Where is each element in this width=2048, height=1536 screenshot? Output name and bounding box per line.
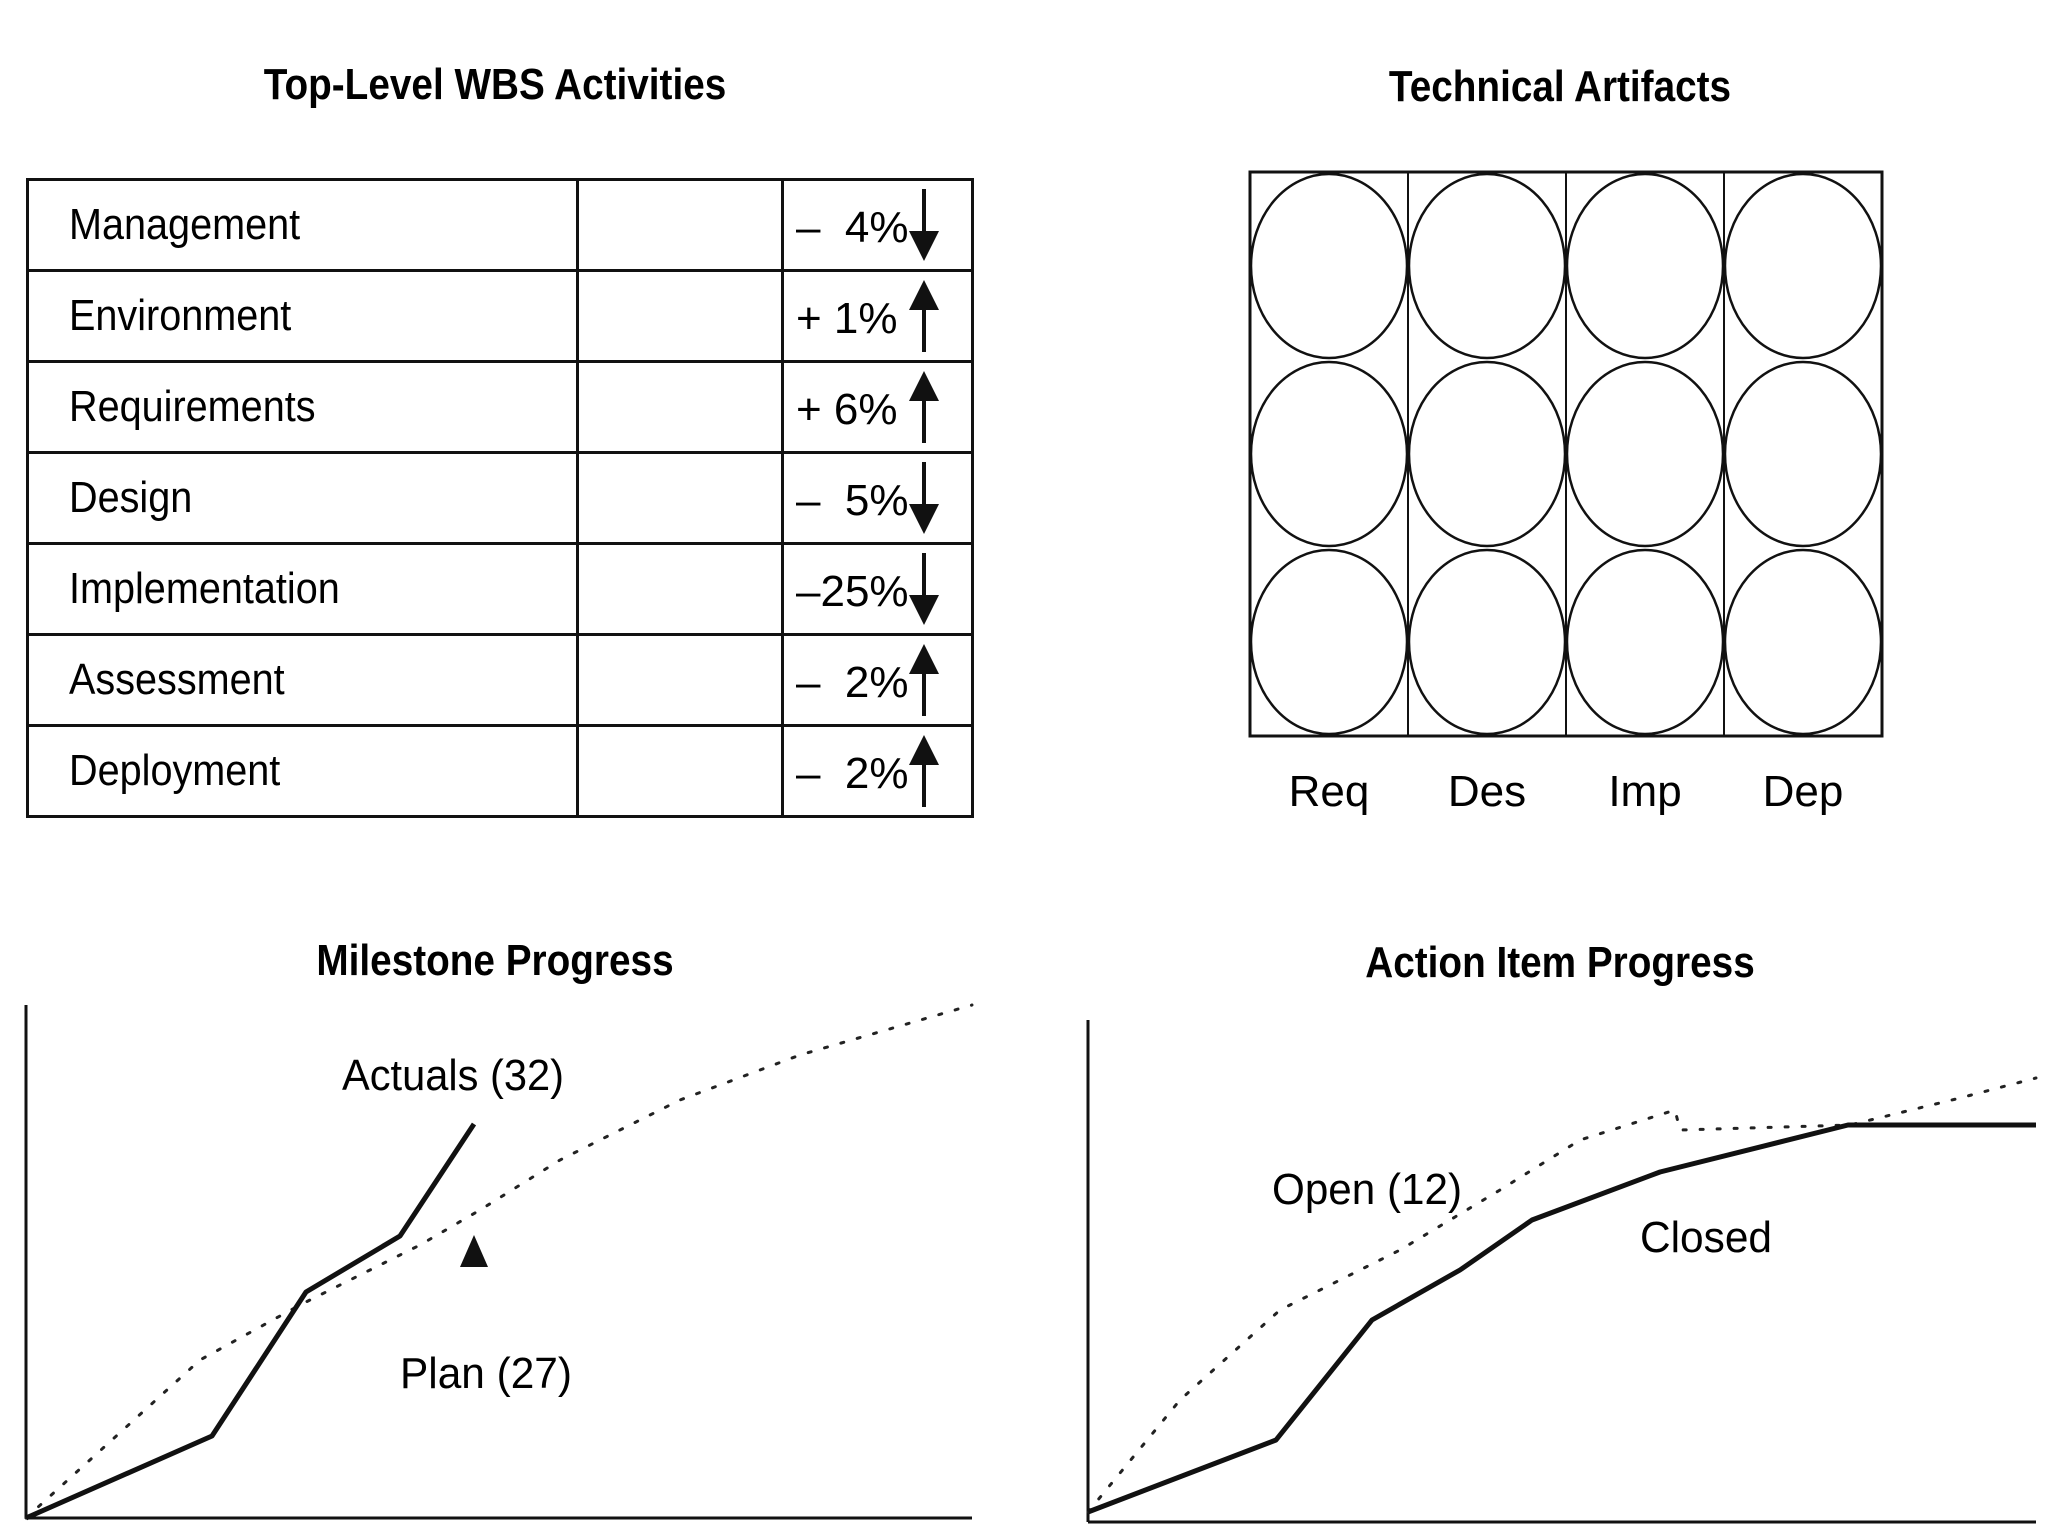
wbs-activity-name: Design [26, 451, 579, 545]
action-title: Action Item Progress [1365, 938, 1755, 987]
wbs-variance-cell: – 2% [781, 724, 974, 818]
artifact-circle [1723, 548, 1883, 736]
milestone-triangle-marker [460, 1235, 488, 1267]
artifacts-title: Technical Artifacts [1388, 62, 1732, 111]
milestone-actual-label: Actuals (32) [342, 1051, 564, 1100]
wbs-row: Management – 4% [26, 178, 974, 272]
wbs-table: Management – 4% Environment + 1% Requirement… [26, 178, 974, 818]
wbs-activity-name: Environment [26, 269, 579, 363]
artifact-circle [1249, 360, 1409, 548]
wbs-variance-cell: + 1% [781, 269, 974, 363]
wbs-bar-cell [576, 724, 784, 818]
wbs-activity-label: Requirements [69, 382, 316, 431]
artifact-circle [1407, 360, 1567, 548]
arrow-up-icon [909, 371, 939, 443]
wbs-variance-value: + 6% [796, 385, 898, 434]
wbs-row: Assessment – 2% [26, 633, 974, 727]
wbs-activity-name: Implementation [26, 542, 579, 636]
action-closed-line [1087, 1122, 2036, 1515]
wbs-variance-value: – 5% [796, 476, 909, 525]
wbs-variance-cell: + 6% [781, 360, 974, 454]
artifact-circle [1249, 172, 1409, 360]
artifact-circle [1407, 548, 1567, 736]
wbs-bar-cell [576, 451, 784, 545]
artifact-column-label: Des [1448, 767, 1526, 816]
arrow-up-icon [909, 644, 939, 716]
wbs-bar-cell [576, 178, 784, 272]
artifact-column-label: Imp [1608, 767, 1681, 816]
action-closed-label: Closed [1640, 1213, 1772, 1262]
arrow-up-icon [909, 735, 939, 807]
wbs-variance-cell: – 4% [781, 178, 974, 272]
wbs-activity-label: Environment [69, 291, 292, 340]
wbs-title: Top-Level WBS Activities [263, 60, 727, 109]
wbs-variance-value: –25% [796, 567, 909, 616]
wbs-row: Requirements + 6% [26, 360, 974, 454]
artifact-circle [1723, 360, 1883, 548]
wbs-row: Implementation –25% [26, 542, 974, 636]
wbs-activity-label: Management [69, 200, 301, 249]
wbs-variance-value: – 2% [796, 658, 909, 707]
wbs-variance-value: – 2% [796, 749, 909, 798]
wbs-row: Deployment – 2% [26, 724, 974, 818]
wbs-activity-label: Design [69, 473, 193, 522]
arrow-down-icon [909, 189, 939, 261]
wbs-activity-name: Requirements [26, 360, 579, 454]
wbs-bar-cell [576, 633, 784, 727]
wbs-variance-cell: –25% [781, 542, 974, 636]
wbs-activity-name: Management [26, 178, 579, 272]
action-open-line [1086, 1076, 2038, 1514]
artifact-circle [1565, 360, 1725, 548]
action-open-label: Open (12) [1272, 1165, 1462, 1214]
milestone-plan-line [24, 1003, 974, 1520]
wbs-activity-name: Assessment [26, 633, 579, 727]
milestone-plan-label: Plan (27) [400, 1349, 572, 1398]
artifact-column-label: Req [1289, 767, 1370, 816]
artifact-circle [1249, 548, 1409, 736]
artifact-circle [1723, 172, 1883, 360]
wbs-variance-cell: – 2% [781, 633, 974, 727]
wbs-bar-cell [576, 360, 784, 454]
artifact-circle [1565, 172, 1725, 360]
wbs-row: Design – 5% [26, 451, 974, 545]
milestone-actual-line [24, 1122, 477, 1521]
artifact-circle [1407, 172, 1567, 360]
wbs-bar-cell [576, 269, 784, 363]
artifact-column-label: Dep [1763, 767, 1844, 816]
wbs-bar-cell [576, 542, 784, 636]
wbs-activity-name: Deployment [26, 724, 579, 818]
milestone-title: Milestone Progress [316, 936, 674, 985]
arrow-down-icon [909, 553, 939, 625]
wbs-variance-value: + 1% [796, 294, 898, 343]
arrow-down-icon [909, 462, 939, 534]
wbs-variance-value: – 4% [796, 203, 909, 252]
wbs-activity-label: Deployment [69, 746, 281, 795]
artifact-circle [1565, 548, 1725, 736]
wbs-activity-label: Implementation [69, 564, 340, 613]
wbs-variance-cell: – 5% [781, 451, 974, 545]
wbs-activity-label: Assessment [69, 655, 285, 704]
wbs-row: Environment + 1% [26, 269, 974, 363]
arrow-up-icon [909, 280, 939, 352]
